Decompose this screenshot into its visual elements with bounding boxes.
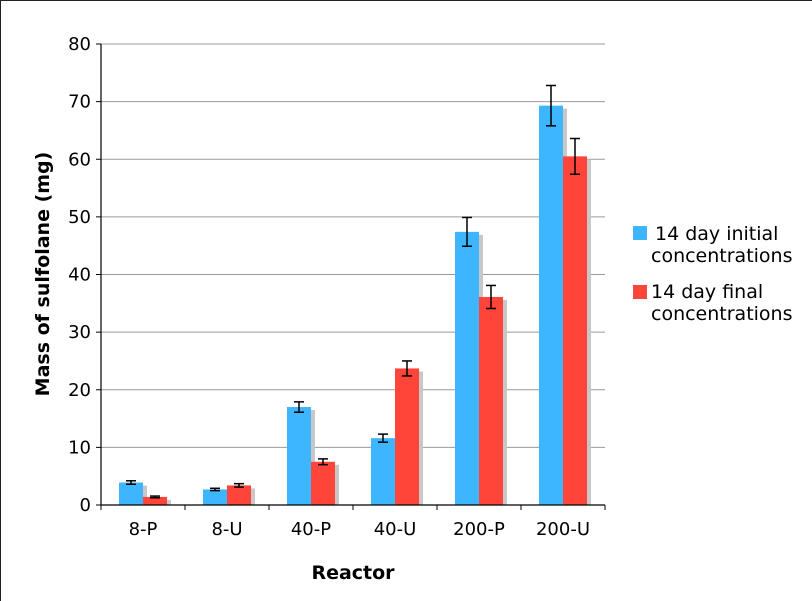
- x-tick-labels: 8-P 8-U 40-P 40-U 200-P 200-U: [129, 519, 590, 540]
- error-bar-initial-8-U: [210, 487, 220, 492]
- error-bar-initial-200-P: [462, 216, 472, 248]
- error-bar-initial-8-P: [126, 480, 136, 486]
- y-tick-label-80: 80: [68, 34, 91, 55]
- x-tick-label-8-P: 8-P: [129, 519, 158, 540]
- x-tick-label-40-U: 40-U: [374, 519, 417, 540]
- error-bar-final-200-P: [486, 284, 496, 310]
- bar-initial-200-U: [539, 105, 563, 505]
- y-tick-label-70: 70: [68, 92, 91, 113]
- bar-final-8-P: [143, 496, 167, 505]
- error-bars: [126, 84, 580, 499]
- error-bar-final-200-U: [570, 137, 580, 175]
- error-bar-initial-40-U: [378, 433, 388, 443]
- legend-entry-final: 14 day final concentrations: [633, 281, 793, 325]
- legend-swatch-initial: [633, 226, 647, 240]
- bars: [119, 105, 587, 506]
- bar-final-40-U: [395, 368, 419, 505]
- y-tick-label-0: 0: [80, 495, 91, 516]
- bar-initial-40-U: [371, 438, 395, 505]
- error-bar-initial-40-P: [294, 401, 304, 413]
- y-tick-label-50: 50: [68, 207, 91, 228]
- x-tick-label-40-P: 40-P: [291, 519, 331, 540]
- legend-swatch-final: [633, 285, 647, 299]
- legend-label-initial-line2: concentrations: [651, 245, 793, 267]
- bar-initial-8-P: [119, 482, 143, 505]
- y-tick-label-60: 60: [68, 149, 91, 170]
- x-axis-title: Reactor: [311, 562, 395, 584]
- error-bar-initial-200-U: [546, 84, 556, 127]
- bar-shadows: [123, 108, 591, 506]
- legend: 14 day initial concentrations 14 day fin…: [633, 223, 793, 325]
- legend-label-final-line2: concentrations: [651, 303, 793, 325]
- error-bar-final-8-P: [150, 495, 160, 499]
- y-tick-label-30: 30: [68, 322, 91, 343]
- bar-initial-200-P: [455, 231, 479, 506]
- legend-entry-initial: 14 day initial concentrations: [633, 223, 793, 267]
- bar-initial-8-U: [203, 489, 227, 505]
- error-bar-final-8-U: [234, 482, 244, 488]
- bar-final-200-P: [479, 296, 503, 505]
- y-tick-label-20: 20: [68, 380, 91, 401]
- y-axis-title: Mass of sulfolane (mg): [32, 152, 54, 397]
- x-tick-label-200-U: 200-U: [536, 519, 590, 540]
- axes: [100, 44, 605, 506]
- legend-label-final-line1: 14 day final: [651, 281, 763, 303]
- bar-final-8-U: [227, 485, 251, 505]
- y-tick-labels: 0 10 20 30 40 50 60 70 80: [68, 34, 91, 516]
- bar-initial-40-P: [287, 407, 311, 505]
- y-tick-label-40: 40: [68, 265, 91, 286]
- y-tick-label-10: 10: [68, 437, 91, 458]
- error-bar-final-40-P: [318, 458, 328, 466]
- bar-final-40-P: [311, 461, 335, 505]
- legend-label-initial-line1: 14 day initial: [655, 223, 778, 245]
- x-tick-label-200-P: 200-P: [453, 519, 505, 540]
- gridlines: [96, 43, 606, 510]
- x-tick-label-8-U: 8-U: [211, 519, 242, 540]
- error-bar-final-40-U: [402, 360, 412, 377]
- bar-final-200-U: [563, 156, 587, 505]
